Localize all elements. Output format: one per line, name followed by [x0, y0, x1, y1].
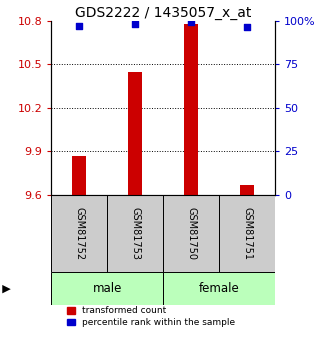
Text: GSM81750: GSM81750 — [186, 207, 196, 260]
Text: gender ▶: gender ▶ — [0, 284, 11, 294]
Point — [244, 24, 250, 30]
Legend: transformed count, percentile rank within the sample: transformed count, percentile rank withi… — [67, 306, 236, 327]
Text: female: female — [199, 282, 240, 295]
Point — [77, 23, 82, 29]
Text: GSM81753: GSM81753 — [130, 207, 140, 260]
Bar — [163, 272, 275, 305]
Bar — [184, 23, 198, 195]
Bar — [163, 195, 219, 272]
Title: GDS2222 / 1435057_x_at: GDS2222 / 1435057_x_at — [75, 6, 252, 20]
Text: GSM81751: GSM81751 — [242, 207, 252, 260]
Bar — [128, 71, 142, 195]
Bar — [240, 185, 254, 195]
Point — [189, 19, 194, 24]
Bar — [51, 272, 163, 305]
Bar — [219, 195, 275, 272]
Point — [132, 21, 138, 27]
Bar — [72, 156, 86, 195]
Text: GSM81752: GSM81752 — [74, 207, 84, 260]
Bar — [51, 195, 107, 272]
Bar — [107, 195, 163, 272]
Text: male: male — [92, 282, 122, 295]
